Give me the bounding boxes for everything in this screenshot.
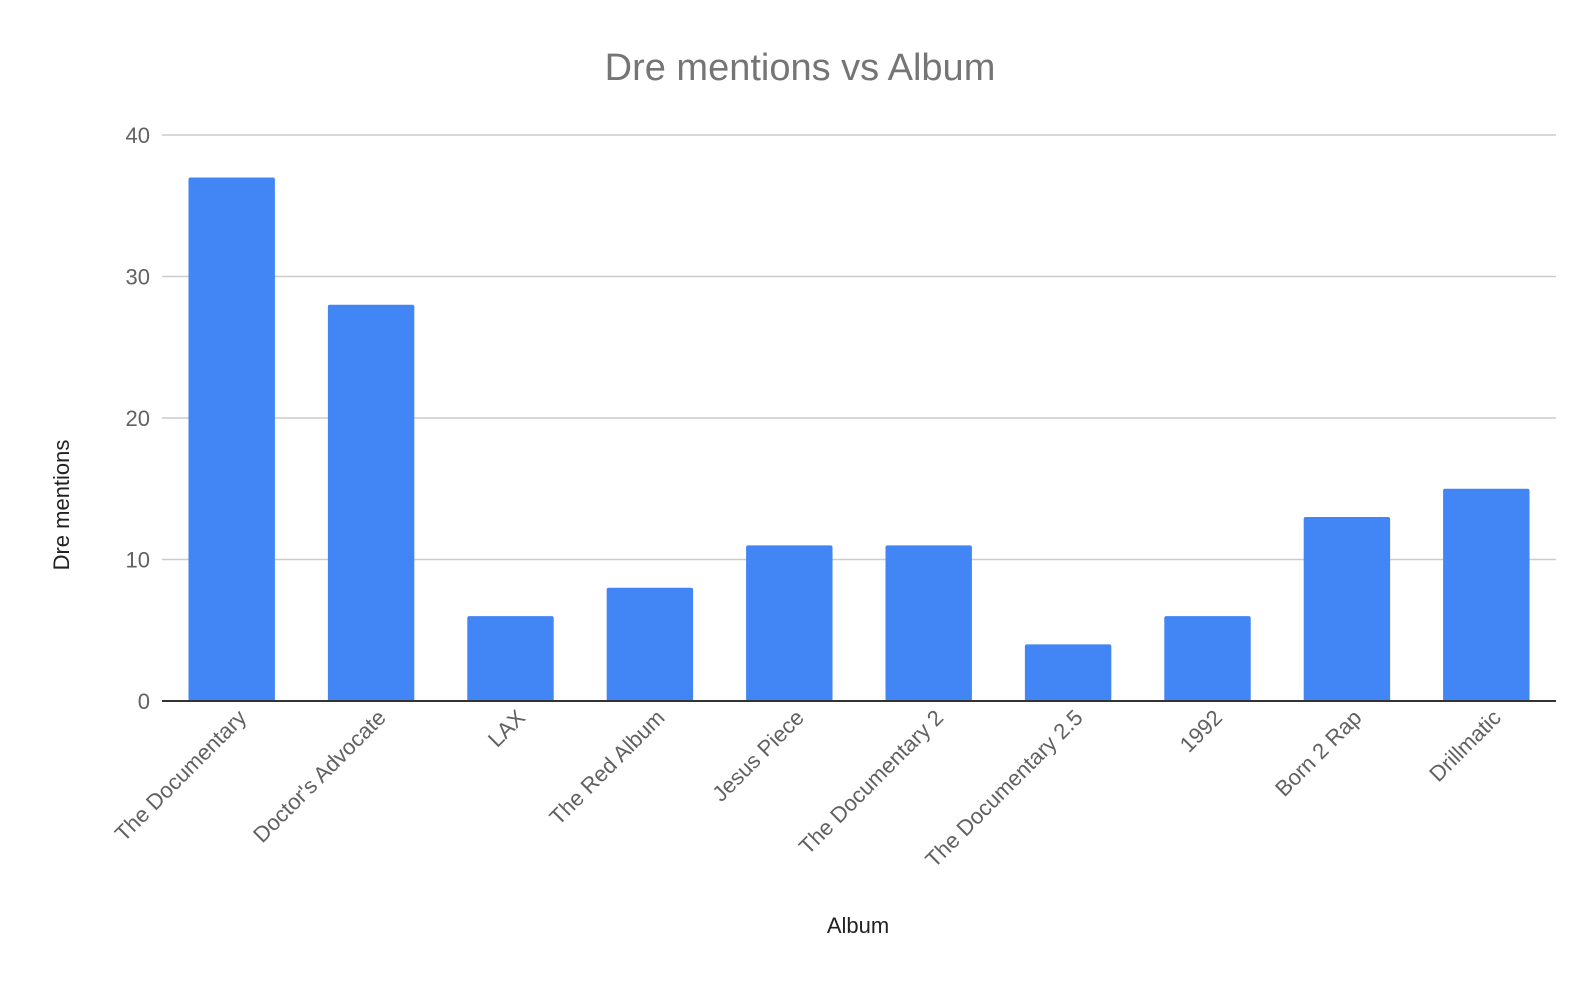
chart-title: Dre mentions vs Album bbox=[605, 47, 996, 89]
bar bbox=[746, 545, 833, 701]
x-tick-label: The Documentary 2 bbox=[794, 705, 948, 859]
x-tick-label: LAX bbox=[483, 705, 530, 752]
y-tick-label: 0 bbox=[138, 689, 150, 714]
bar bbox=[1024, 644, 1112, 701]
y-tick-label: 20 bbox=[126, 406, 150, 431]
x-tick-label: The Documentary bbox=[110, 705, 251, 846]
x-tick-label: Jesus Piece bbox=[707, 705, 809, 807]
x-tick-label: Drillmatic bbox=[1424, 705, 1506, 787]
x-tick-label: 1992 bbox=[1175, 705, 1227, 757]
y-tick-label: 10 bbox=[126, 548, 150, 573]
bar bbox=[1303, 517, 1391, 701]
bar bbox=[885, 545, 972, 701]
y-axis-title: Dre mentions bbox=[49, 440, 74, 571]
bar bbox=[467, 616, 554, 701]
bar bbox=[327, 304, 415, 701]
x-axis-title: Album bbox=[827, 913, 889, 938]
x-tick-label: The Red Album bbox=[545, 705, 670, 830]
bars bbox=[188, 177, 1530, 701]
y-tick-labels: 0 10 20 30 40 bbox=[126, 123, 150, 714]
bar bbox=[606, 587, 694, 701]
y-tick-label: 40 bbox=[126, 123, 150, 148]
bar bbox=[1443, 488, 1530, 701]
x-tick-label: Doctor's Advocate bbox=[248, 705, 391, 848]
bar bbox=[1164, 616, 1251, 701]
x-tick-label: The Documentary 2.5 bbox=[920, 705, 1087, 872]
x-tick-label: Born 2 Rap bbox=[1270, 705, 1366, 801]
bar bbox=[188, 177, 275, 701]
y-tick-label: 30 bbox=[126, 265, 150, 290]
